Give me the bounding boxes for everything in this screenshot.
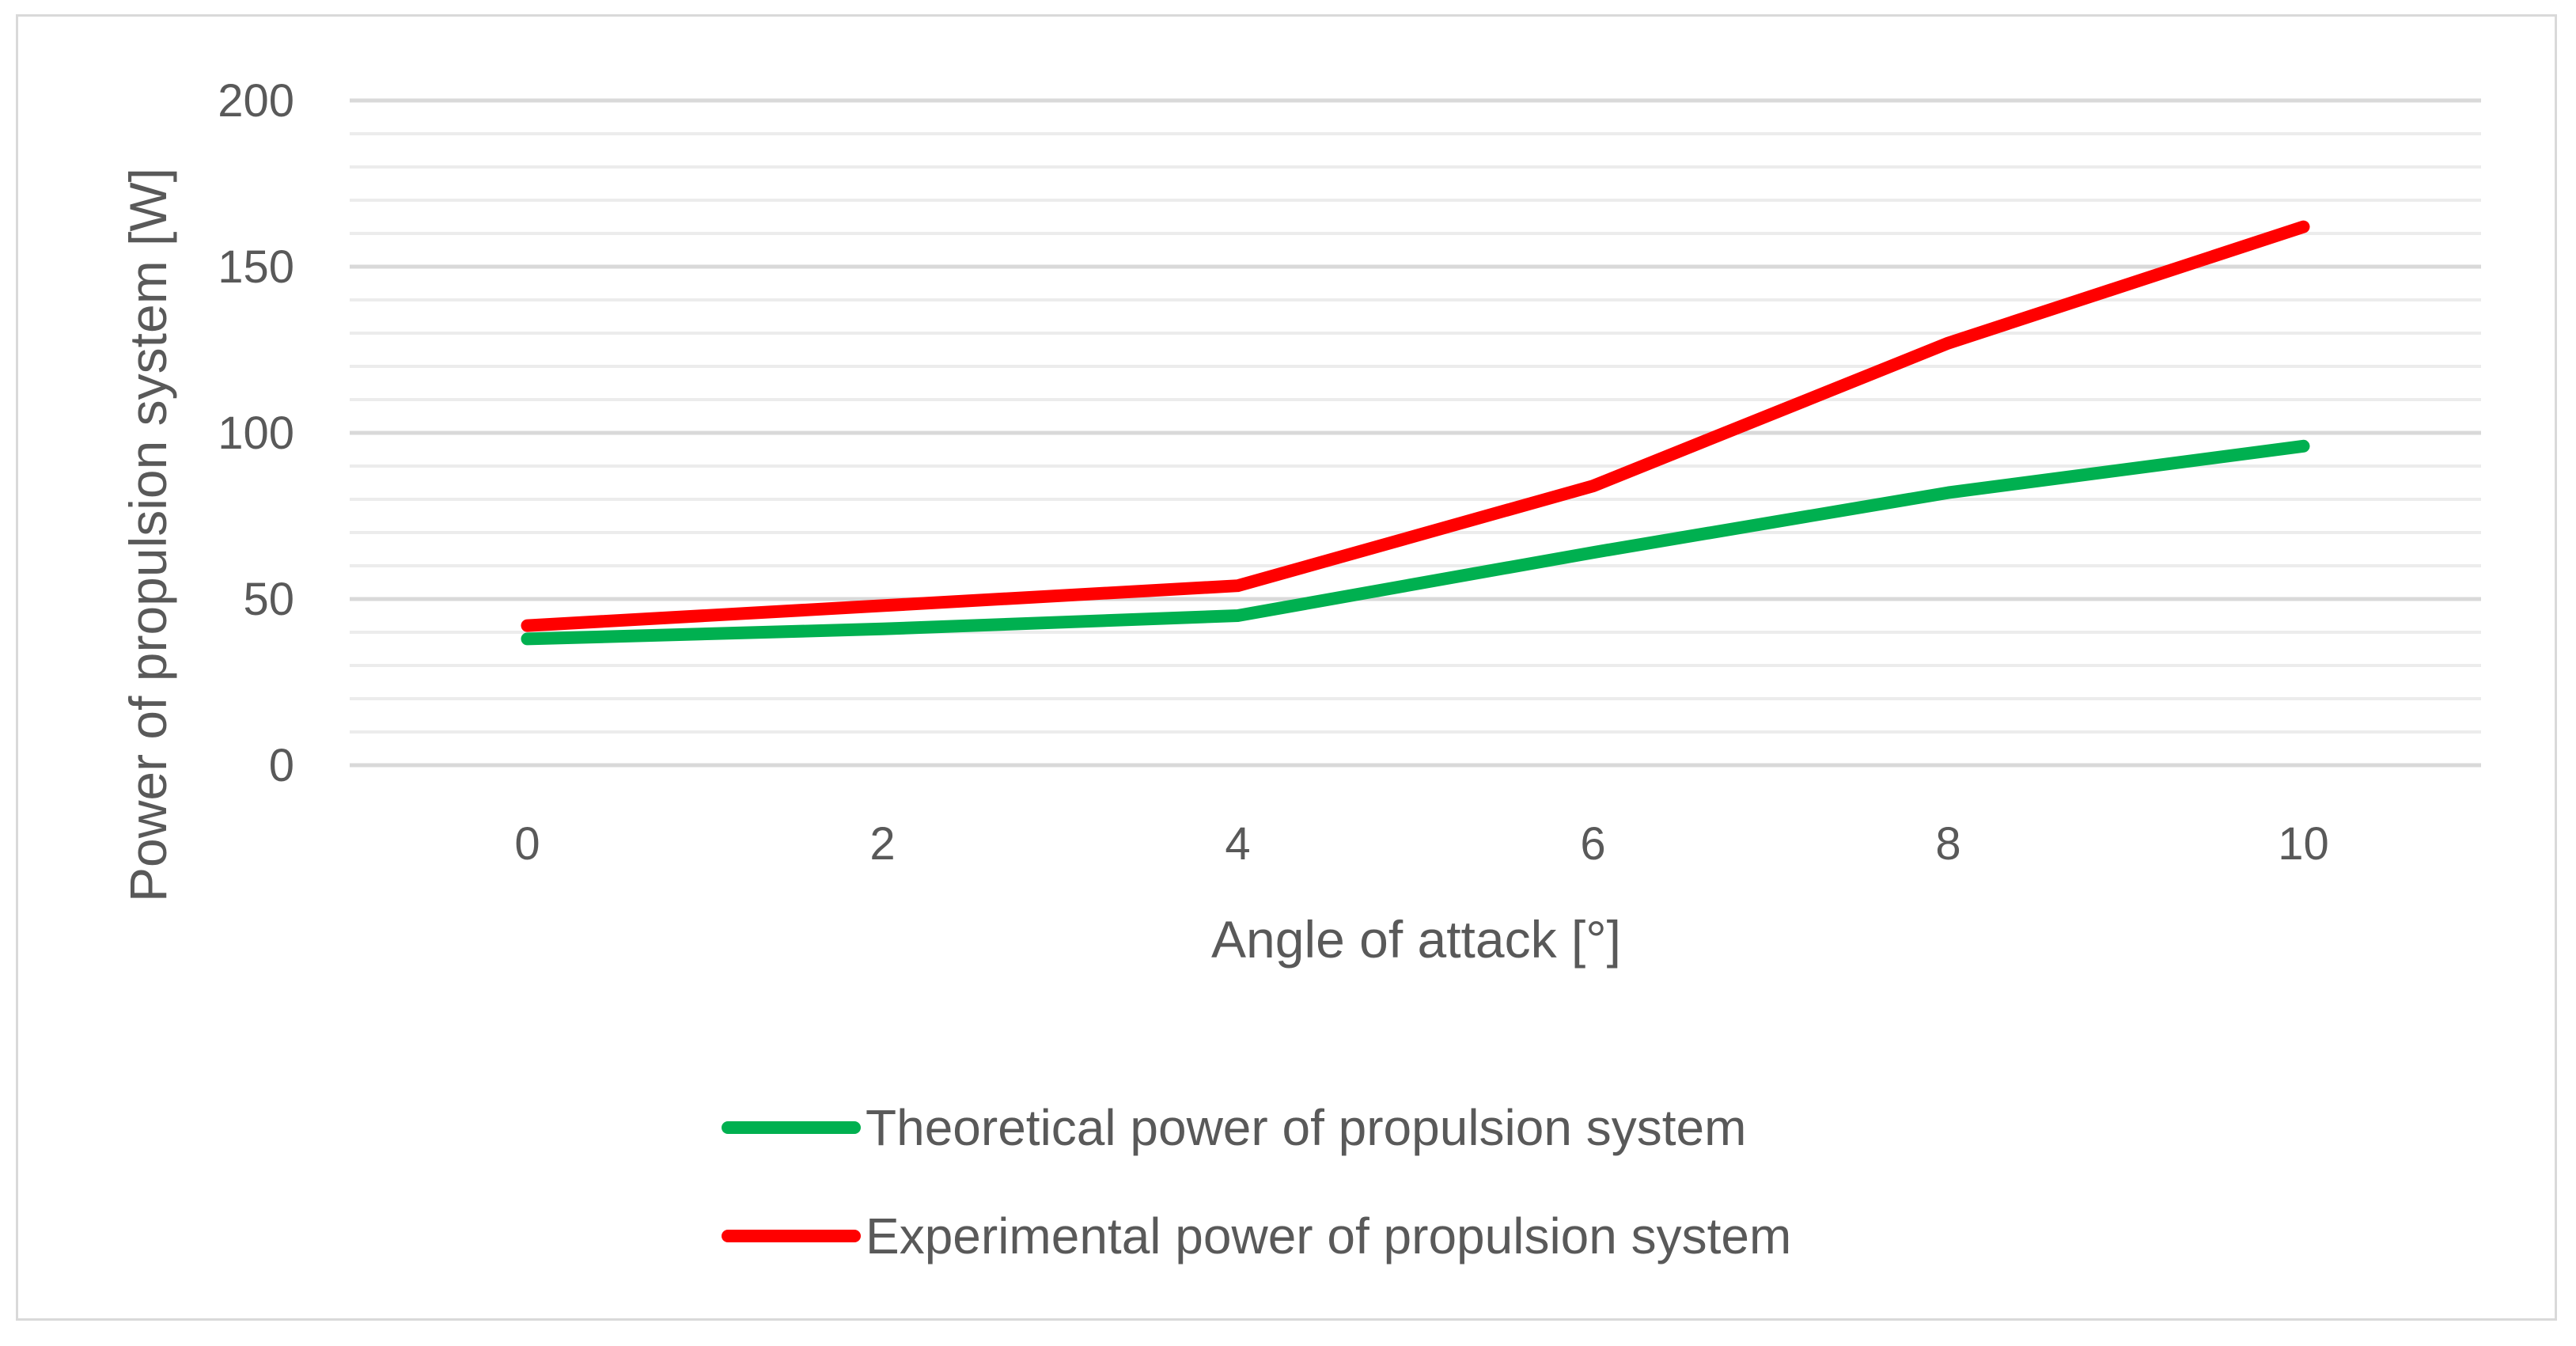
x-axis-title: Angle of attack [°] (1211, 910, 1621, 969)
y-tick-label: 0 (269, 740, 294, 791)
x-tick-label: 6 (1580, 818, 1605, 870)
y-tick-label: 200 (218, 75, 294, 127)
x-tick-label: 4 (1225, 818, 1250, 870)
legend-label: Theoretical power of propulsion system (866, 1099, 1746, 1156)
y-tick-label: 50 (243, 574, 294, 625)
y-axis-title: Power of propulsion system [W] (119, 168, 177, 902)
series-line-experimental (521, 220, 2310, 632)
series-lines (521, 220, 2310, 646)
x-tick-label: 2 (869, 818, 895, 870)
legend-label: Experimental power of propulsion system (866, 1208, 1791, 1264)
legend: Theoretical power of propulsion system Ex… (722, 1099, 1791, 1264)
x-tick-label: 10 (2278, 818, 2329, 870)
series-line-theoretical (521, 439, 2310, 646)
y-tick-label: 150 (218, 241, 294, 293)
x-tick-label: 8 (1935, 818, 1960, 870)
x-axis-ticks: 0 2 4 6 8 10 (514, 818, 2328, 870)
x-tick-label: 0 (514, 818, 540, 870)
y-tick-label: 100 (218, 408, 294, 459)
y-axis-ticks: 0 50 100 150 200 (218, 75, 294, 791)
gridlines (350, 98, 2481, 768)
